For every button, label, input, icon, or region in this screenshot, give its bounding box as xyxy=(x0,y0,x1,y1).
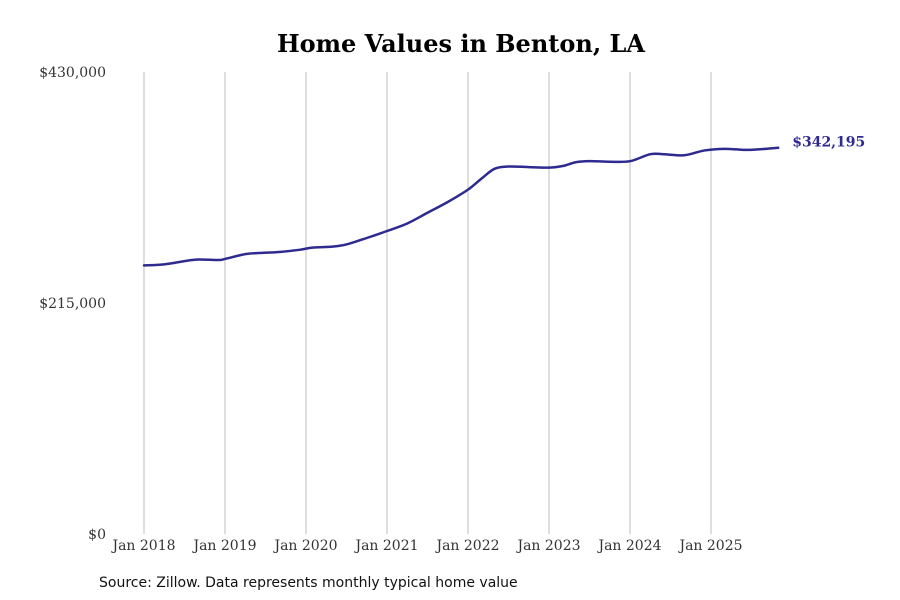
source-note: Source: Zillow. Data represents monthly … xyxy=(99,575,518,591)
x-axis-ticks: Jan 2018 Jan 2019 Jan 2020 Jan 2021 Jan 2022… xyxy=(110,538,742,554)
y-axis-ticks: $0 $215,000 $430,000 xyxy=(39,65,106,543)
x-tick-label: Jan 2018 xyxy=(110,538,175,554)
x-tick-label: Jan 2020 xyxy=(272,538,337,554)
x-tick-label: Jan 2025 xyxy=(677,538,742,554)
x-tick-label: Jan 2021 xyxy=(353,538,418,554)
y-tick-label: $430,000 xyxy=(39,65,106,81)
chart-title: Home Values in Benton, LA xyxy=(277,29,645,58)
home-value-series-line xyxy=(142,146,780,267)
x-tick-label: Jan 2024 xyxy=(596,538,661,554)
grid-lines xyxy=(143,72,712,534)
y-tick-label: $215,000 xyxy=(39,296,106,312)
x-tick-label: Jan 2019 xyxy=(191,538,256,554)
latest-value-label: $342,195 xyxy=(792,135,865,151)
y-tick-label: $0 xyxy=(88,527,106,543)
x-tick-label: Jan 2023 xyxy=(515,538,580,554)
x-tick-label: Jan 2022 xyxy=(434,538,499,554)
